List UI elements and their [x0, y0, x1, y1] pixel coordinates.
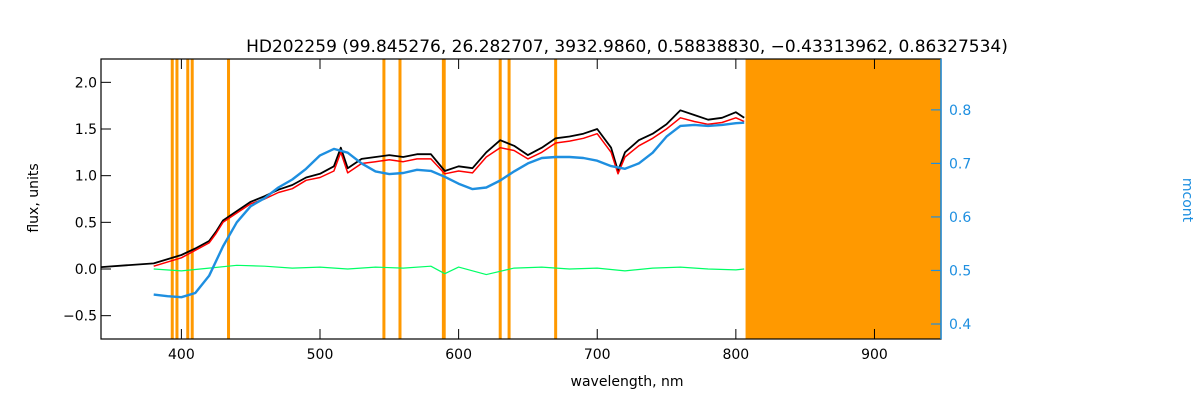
- masked-line-5: [382, 59, 386, 339]
- x-tick-label-1: 500: [307, 347, 334, 363]
- masked-line-10: [507, 59, 511, 339]
- y-tick-label-5: 2.0: [75, 75, 97, 91]
- y2-tick-label-2: 0.6: [949, 210, 971, 226]
- axis-ticks: 400 500 600 700 800 900 −0.5 0.0 0.5 1.0 1.5 2.0: [63, 59, 888, 363]
- series-continuum: [153, 121, 745, 299]
- masked-line-8: [442, 59, 446, 339]
- x-tick-label-3: 700: [584, 347, 611, 363]
- y-tick-label-1: 0.0: [75, 262, 97, 278]
- chart-title: HD202259 (99.845276, 26.282707, 3932.986…: [246, 37, 1008, 57]
- x-axis-label: wavelength, nm: [571, 374, 684, 390]
- y-axis-label: flux, units: [26, 163, 42, 232]
- y2-tick-label-4: 0.8: [949, 103, 971, 119]
- x-tick-label-0: 400: [168, 347, 195, 363]
- masked-region: [745, 59, 941, 339]
- masked-line-9: [498, 59, 502, 339]
- y-tick-label-4: 1.5: [75, 122, 97, 138]
- series-residual: [153, 264, 745, 276]
- y-tick-label-2: 0.5: [75, 215, 97, 231]
- masked-line-0: [170, 59, 174, 339]
- y2-tick-label-0: 0.4: [949, 317, 971, 333]
- y2-tick-label-1: 0.5: [949, 263, 971, 279]
- y2-tick-label-3: 0.7: [949, 156, 971, 172]
- series-observed: [100, 109, 745, 268]
- right-axis: 0.4 0.5 0.6 0.7 0.8: [931, 59, 971, 339]
- y2-axis-label: mcont: [1179, 178, 1195, 223]
- data-series: [100, 109, 745, 299]
- masked-line-2: [186, 59, 190, 339]
- masked-line-4: [227, 59, 231, 339]
- y-tick-label-0: −0.5: [63, 309, 97, 325]
- masked-line-3: [190, 59, 194, 339]
- masked-line-6: [398, 59, 402, 339]
- masked-line-1: [175, 59, 179, 339]
- x-tick-label-5: 900: [861, 347, 888, 363]
- masked-regions: [170, 59, 941, 339]
- x-tick-label-2: 600: [445, 347, 472, 363]
- y-tick-label-3: 1.0: [75, 169, 97, 185]
- masked-line-11: [554, 59, 558, 339]
- x-tick-label-4: 800: [722, 347, 749, 363]
